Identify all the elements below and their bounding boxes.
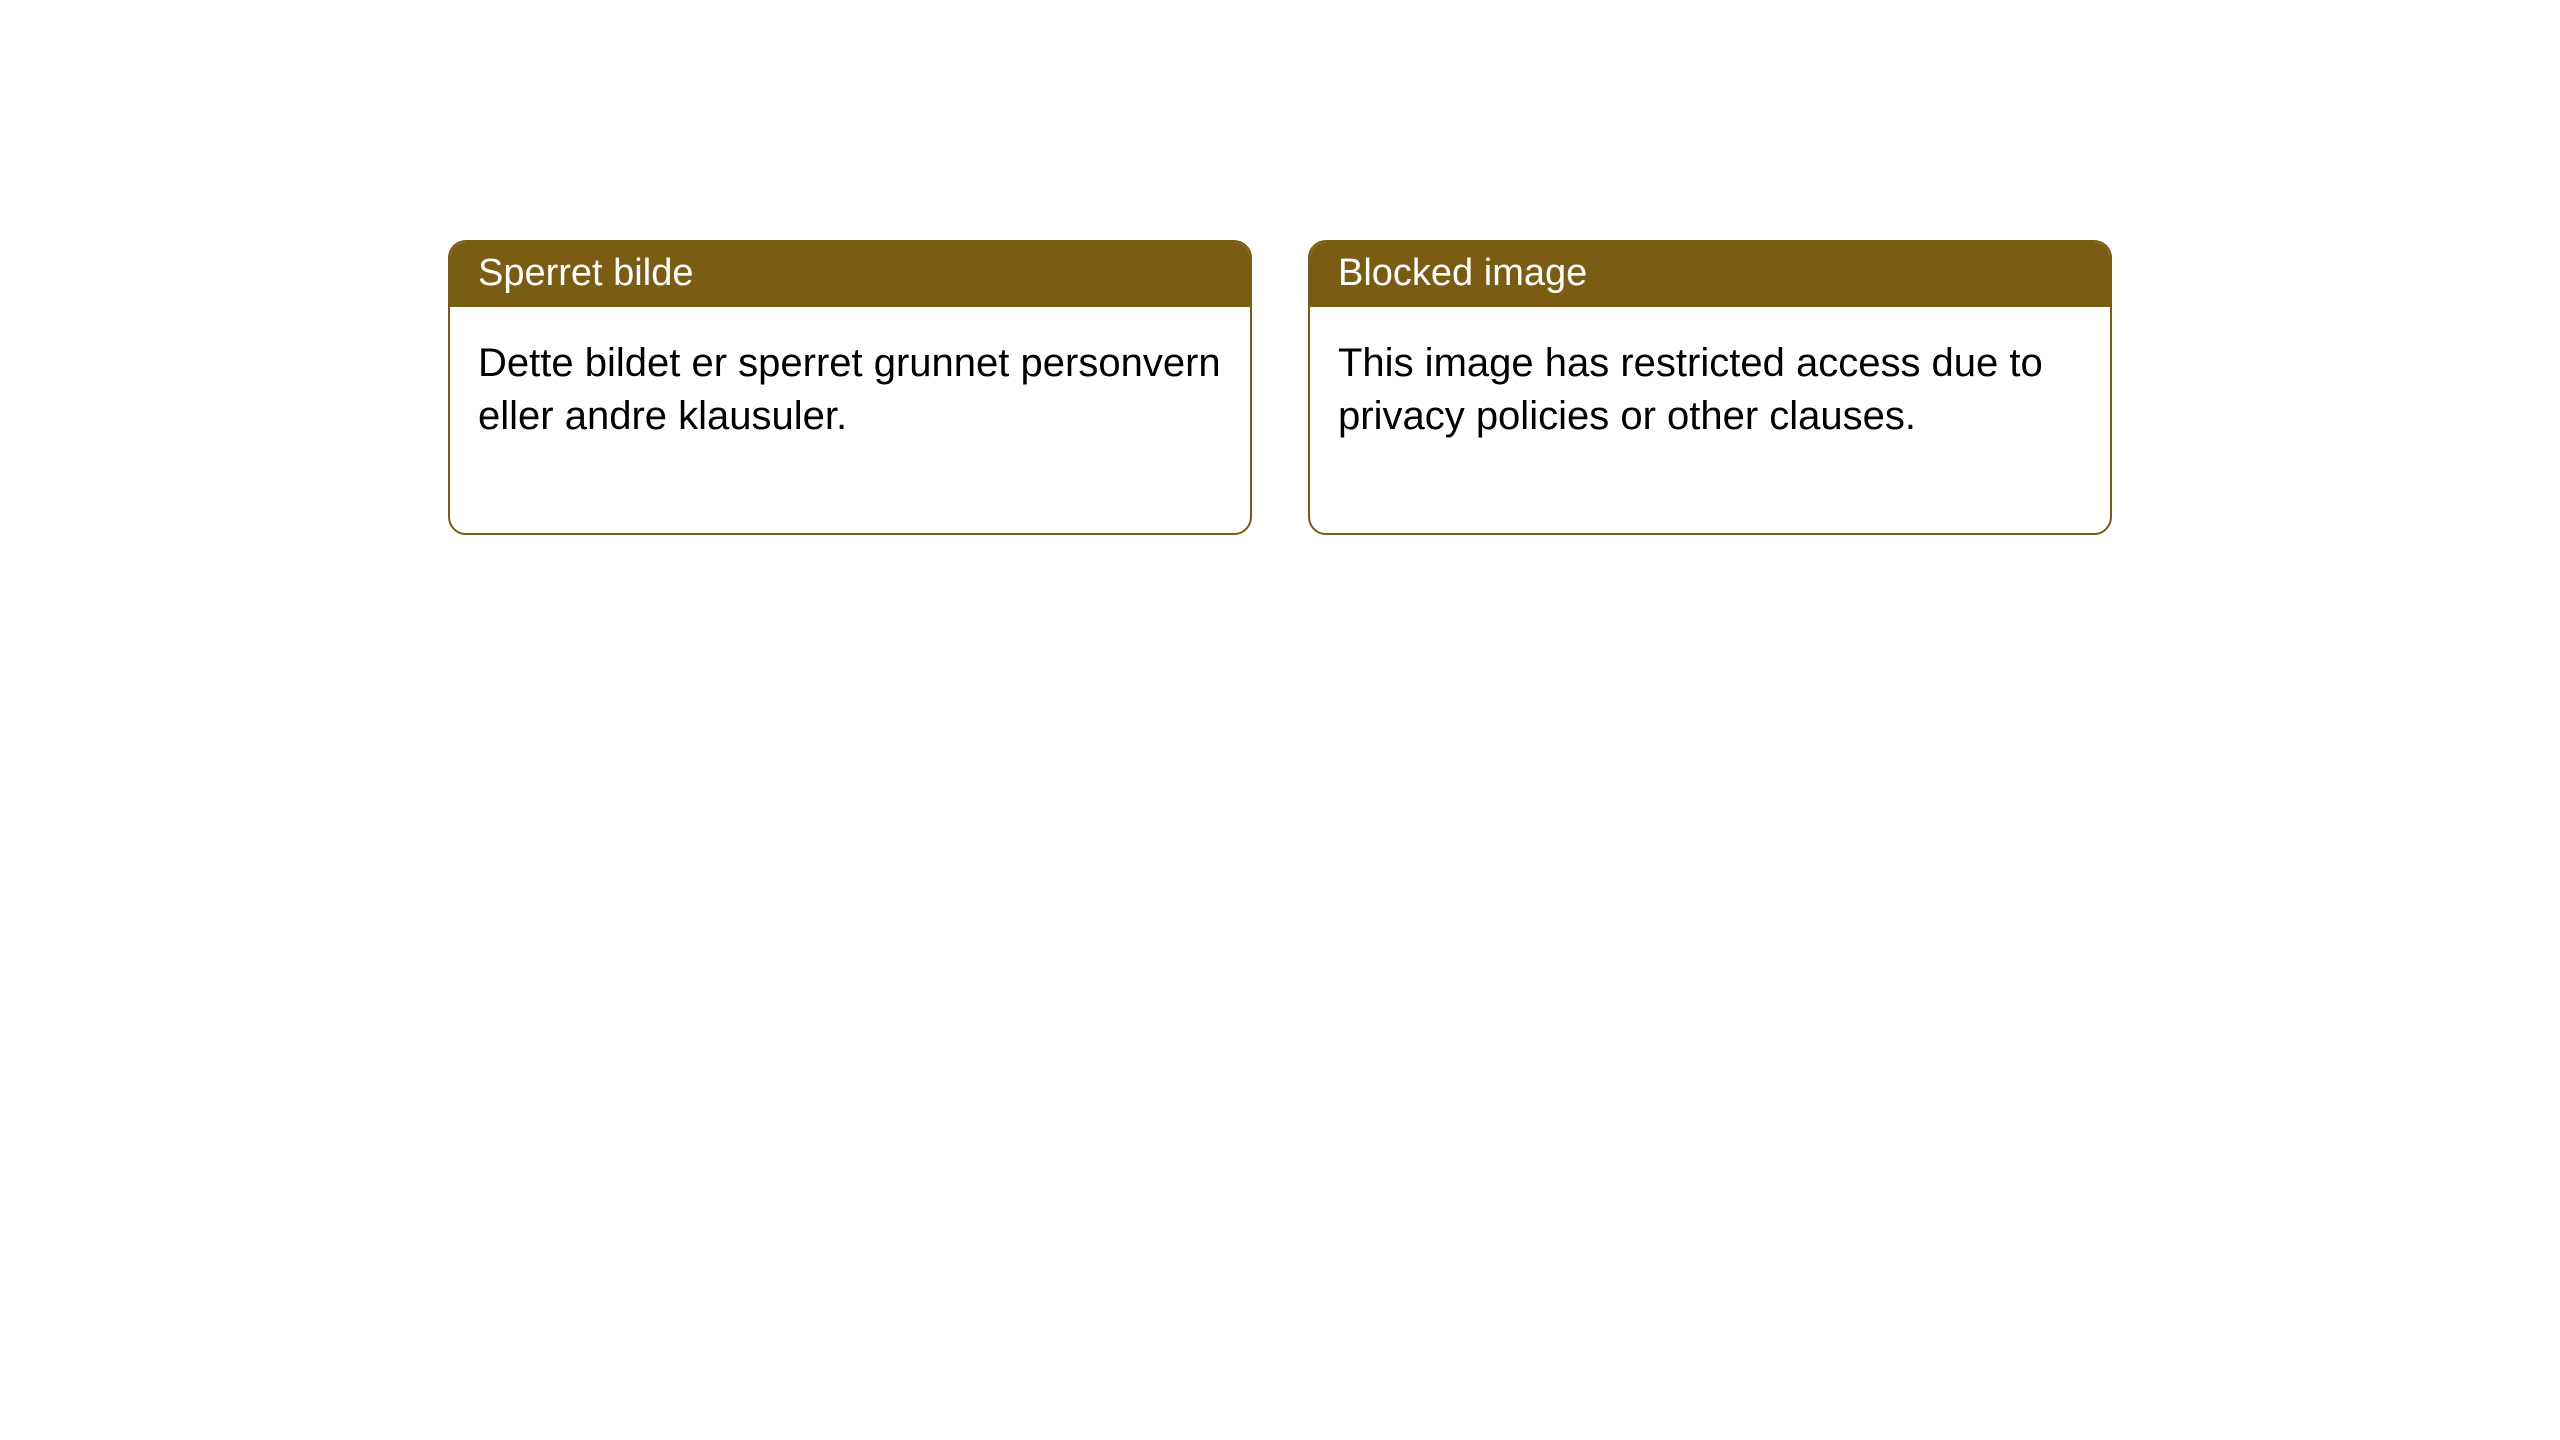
notice-container: Sperret bilde Dette bildet er sperret gr… — [448, 240, 2112, 535]
notice-title-english: Blocked image — [1310, 242, 2110, 307]
notice-title-norwegian: Sperret bilde — [450, 242, 1250, 307]
notice-body-norwegian: Dette bildet er sperret grunnet personve… — [450, 307, 1250, 533]
notice-card-norwegian: Sperret bilde Dette bildet er sperret gr… — [448, 240, 1252, 535]
notice-card-english: Blocked image This image has restricted … — [1308, 240, 2112, 535]
notice-body-english: This image has restricted access due to … — [1310, 307, 2110, 533]
